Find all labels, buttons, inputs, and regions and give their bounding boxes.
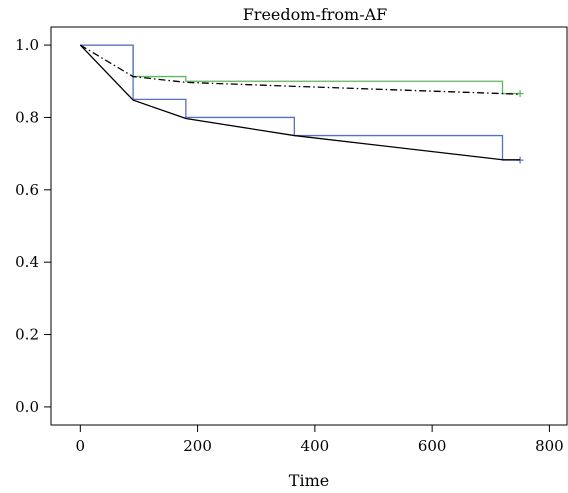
chart-title: Freedom-from-AF — [243, 5, 388, 24]
y-tick-label: 0.0 — [15, 398, 39, 416]
x-tick-label: 800 — [535, 437, 564, 455]
x-tick-label: 0 — [76, 437, 86, 455]
series-line-2 — [79, 44, 521, 95]
x-axis: 0 200 400 600 800 — [76, 425, 564, 455]
plot-frame — [50, 26, 568, 426]
x-axis-label: Time — [289, 471, 329, 490]
x-tick-label: 200 — [183, 437, 212, 455]
censor-mark — [516, 90, 524, 98]
y-tick-label: 1.0 — [15, 36, 39, 54]
series-line-3 — [79, 44, 521, 161]
x-tick-label: 400 — [301, 437, 330, 455]
x-tick-label: 600 — [418, 437, 447, 455]
y-tick-label: 0.8 — [15, 108, 39, 126]
series-layer — [79, 44, 524, 164]
series-line-1 — [80, 44, 521, 161]
y-axis: 0.0 0.2 0.4 0.6 0.8 1.0 — [15, 36, 51, 416]
y-tick-label: 0.6 — [15, 181, 39, 199]
y-tick-label: 0.2 — [15, 326, 39, 344]
y-tick-label: 0.4 — [15, 253, 39, 271]
